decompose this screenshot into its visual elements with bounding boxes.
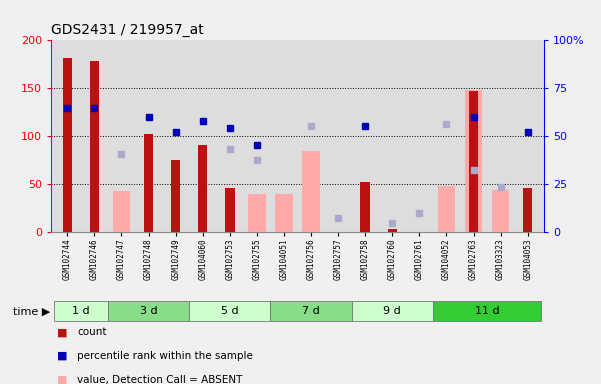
Bar	[352, 301, 433, 321]
Bar	[112, 191, 130, 232]
Bar	[465, 90, 482, 232]
Bar	[171, 161, 180, 232]
Text: percentile rank within the sample: percentile rank within the sample	[77, 351, 253, 361]
Bar	[189, 301, 270, 321]
Bar	[438, 186, 455, 232]
Bar	[275, 194, 293, 232]
Bar	[225, 188, 234, 232]
Text: 1 d: 1 d	[72, 306, 90, 316]
Bar	[433, 301, 541, 321]
Text: count: count	[77, 327, 106, 337]
Text: time ▶: time ▶	[13, 306, 50, 316]
Bar	[248, 194, 266, 232]
Bar	[54, 301, 108, 321]
Text: 9 d: 9 d	[383, 306, 401, 316]
Text: ■: ■	[57, 327, 67, 337]
Text: 7 d: 7 d	[302, 306, 320, 316]
Bar	[523, 188, 532, 232]
Text: GDS2431 / 219957_at: GDS2431 / 219957_at	[51, 23, 204, 36]
Bar	[361, 182, 370, 232]
Bar	[469, 91, 478, 232]
Text: 5 d: 5 d	[221, 306, 239, 316]
Text: ■: ■	[57, 375, 67, 384]
Bar	[302, 151, 320, 232]
Text: 3 d: 3 d	[140, 306, 157, 316]
Text: value, Detection Call = ABSENT: value, Detection Call = ABSENT	[77, 375, 242, 384]
Bar	[492, 190, 510, 232]
Text: 11 d: 11 d	[475, 306, 499, 316]
Bar	[198, 145, 207, 232]
Text: ■: ■	[57, 351, 67, 361]
Bar	[388, 230, 397, 232]
Bar	[108, 301, 189, 321]
Bar	[144, 134, 153, 232]
Bar	[63, 58, 72, 232]
Bar	[270, 301, 352, 321]
Bar	[90, 61, 99, 232]
